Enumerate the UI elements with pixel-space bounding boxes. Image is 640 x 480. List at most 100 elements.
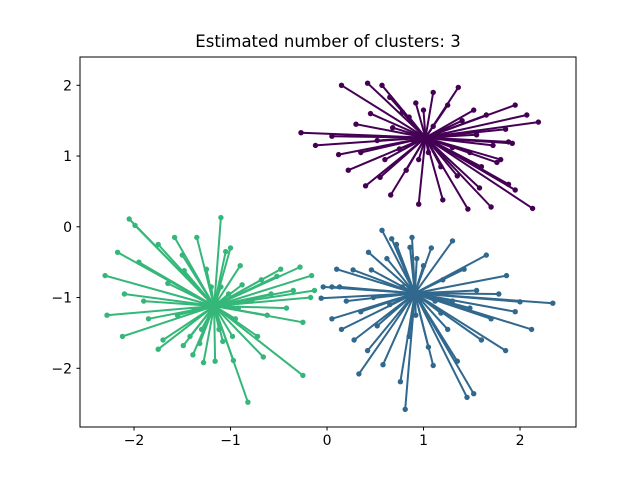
data-point <box>187 333 193 340</box>
data-point <box>505 181 512 187</box>
data-point <box>308 272 315 279</box>
data-point <box>432 298 438 304</box>
data-point <box>334 266 340 272</box>
cluster-2-green <box>102 214 318 405</box>
data-point <box>438 164 444 170</box>
data-point <box>407 244 413 250</box>
data-point <box>198 326 205 333</box>
data-point <box>461 266 467 272</box>
data-point <box>300 319 306 325</box>
data-point <box>425 149 432 156</box>
y-tick-label: 2 <box>63 78 72 94</box>
cluster-spoke-line <box>379 136 427 179</box>
y-tick-label: 0 <box>63 220 72 236</box>
data-point <box>206 298 212 304</box>
cluster-spoke-line <box>181 254 216 308</box>
data-point <box>428 245 434 251</box>
cluster-spoke-line <box>200 305 216 331</box>
data-point <box>454 173 460 179</box>
x-tick-label: −1 <box>220 433 241 449</box>
cluster-3-blue <box>318 227 556 412</box>
data-point <box>174 312 181 318</box>
data-point <box>517 299 523 305</box>
cluster-spoke-line <box>413 239 454 295</box>
data-point <box>399 284 405 290</box>
data-point <box>179 252 185 258</box>
data-point <box>171 234 178 241</box>
cluster-spoke-line <box>424 136 493 208</box>
cluster-spoke-line <box>424 136 442 168</box>
data-point <box>181 268 187 274</box>
cluster-spoke-line <box>162 305 216 341</box>
plot-frame <box>79 56 577 428</box>
data-point <box>374 137 380 144</box>
data-point <box>102 272 108 279</box>
data-point <box>440 197 446 203</box>
data-point <box>406 114 412 120</box>
cluster-spoke-line <box>424 136 514 145</box>
data-point <box>445 102 451 108</box>
cluster-spoke-line <box>424 104 449 139</box>
cluster-spoke-line <box>367 251 416 295</box>
data-point <box>449 238 456 244</box>
data-point <box>225 291 232 297</box>
x-tick-label: 1 <box>419 433 428 449</box>
data-point <box>465 206 471 212</box>
cluster-spoke-line <box>340 84 427 139</box>
data-point <box>414 255 420 262</box>
data-point <box>502 126 509 132</box>
data-point <box>494 159 500 166</box>
cluster-spoke-line <box>376 136 427 142</box>
cluster-spoke-line <box>137 261 216 308</box>
data-point <box>399 109 405 115</box>
data-point <box>235 305 241 311</box>
data-point <box>160 337 166 343</box>
cluster-spoke-line <box>382 292 416 366</box>
cluster-spoke-line <box>424 136 502 161</box>
data-point <box>343 298 349 304</box>
cluster-spoke-line <box>413 292 475 395</box>
data-point <box>336 284 343 290</box>
cluster-spoke-line <box>413 274 508 295</box>
data-point <box>320 284 326 290</box>
data-point <box>132 222 138 229</box>
data-point <box>425 344 432 350</box>
data-point <box>229 333 236 340</box>
data-point <box>379 227 385 233</box>
data-point <box>430 123 436 129</box>
data-point <box>141 298 147 304</box>
data-point <box>413 312 419 318</box>
cluster-spoke-line <box>213 274 313 308</box>
cluster-spoke-line <box>338 285 416 295</box>
data-point <box>467 149 473 156</box>
data-point <box>365 249 372 255</box>
data-point <box>498 156 504 163</box>
data-point <box>218 214 224 221</box>
data-point <box>464 394 470 400</box>
data-point <box>550 300 556 306</box>
data-point <box>290 287 296 294</box>
data-point <box>249 298 255 304</box>
data-point <box>413 100 419 106</box>
data-point <box>194 234 200 241</box>
cluster-spoke-line <box>352 268 416 295</box>
data-point <box>512 102 518 108</box>
data-point <box>223 248 229 255</box>
cluster-spoke-line <box>213 296 312 308</box>
data-point <box>387 94 393 101</box>
data-point <box>232 316 239 322</box>
data-layer <box>102 80 556 412</box>
data-point <box>208 284 214 290</box>
cluster-spoke-line <box>189 305 216 338</box>
cluster-spoke-line <box>202 305 216 364</box>
data-point <box>254 333 261 340</box>
cluster-spoke-line <box>413 247 433 295</box>
data-point <box>397 379 404 385</box>
data-point <box>338 82 345 89</box>
data-point <box>402 406 408 412</box>
data-point <box>329 133 335 139</box>
data-point <box>449 298 456 304</box>
data-point <box>411 139 417 145</box>
data-point <box>145 316 152 322</box>
